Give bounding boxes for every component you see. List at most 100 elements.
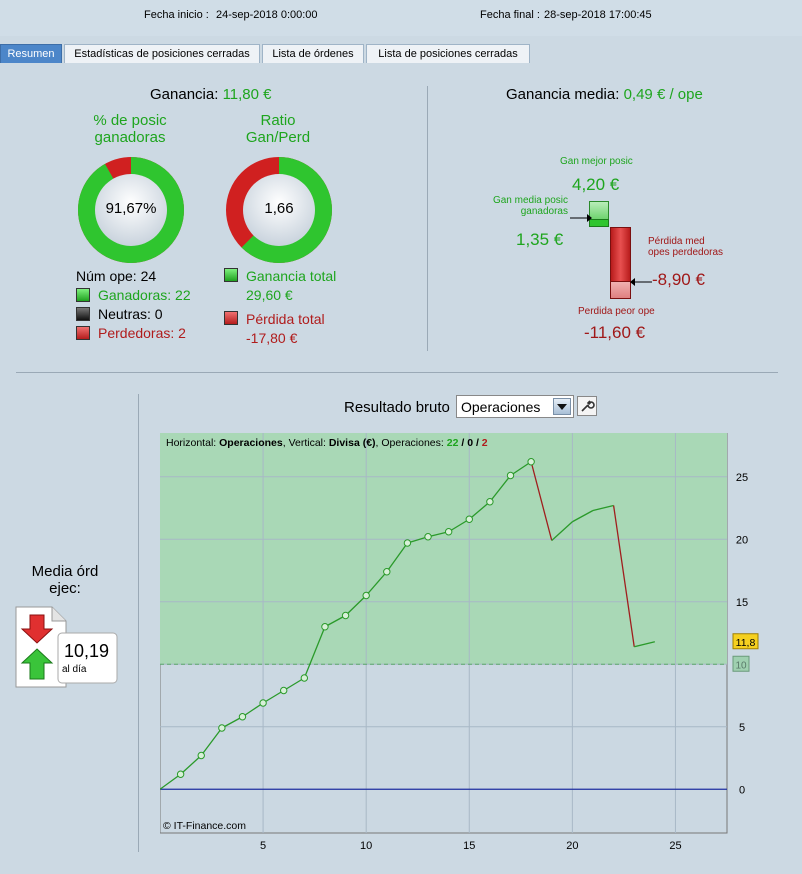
- best-pos-value: 4,20 €: [572, 175, 620, 194]
- chart-series-segment: [572, 509, 594, 523]
- avg-win-value: 1,35 €: [516, 230, 564, 249]
- chart-data-point: [486, 498, 494, 506]
- average-gain-label: Ganancia media:: [506, 86, 620, 103]
- chart-info-ops: , Operaciones:: [376, 437, 447, 449]
- wrench-icon: [581, 400, 595, 412]
- chart-series-segment: [180, 755, 202, 775]
- winners-count: Ganadoras: 22: [98, 287, 191, 303]
- chart-data-point: [362, 591, 370, 600]
- worst-pos-label: Perdida peor ope: [578, 306, 655, 317]
- losers-count: Perdedoras: 2: [98, 325, 186, 341]
- avg-win-arrow: [570, 214, 592, 222]
- chart-data-point: [341, 611, 350, 620]
- chart-watermark: © IT-Finance.com: [163, 820, 246, 832]
- chart-axis-select[interactable]: Operaciones: [456, 395, 574, 418]
- avg-loss-bar: [610, 227, 631, 282]
- chart-y-ticks: 0 5 15 20 25: [736, 472, 748, 797]
- orders-unit: al día: [62, 664, 87, 675]
- ratio-title-line2: Gan/Perd: [245, 129, 311, 146]
- avg-loss-value: -8,90 €: [652, 270, 705, 289]
- chart-data-point: [424, 533, 432, 541]
- chart-x-tick-label: 20: [566, 840, 578, 852]
- chart-profit-zone: [160, 433, 727, 665]
- ratio-gauge: [226, 157, 332, 263]
- chart-y-tick-label: 15: [736, 597, 748, 609]
- chart-series-segment: [242, 702, 264, 718]
- tab-closed-positions-stats[interactable]: Estadísticas de posiciones cerradas: [64, 44, 260, 63]
- ratio-title: Ratio Gan/Perd: [218, 112, 338, 146]
- num-ops: Núm ope: 24: [76, 268, 157, 284]
- chart-x-tick-label: 15: [463, 840, 475, 852]
- chart-info-horizontal: Operaciones: [219, 437, 283, 449]
- ratio-ring-fill: [226, 157, 332, 263]
- chart-series-segment: [489, 475, 512, 503]
- chart-data-point: [197, 751, 205, 760]
- avg-loss-label-line2: opes perdedoras: [648, 247, 724, 258]
- best-pos-bar: [589, 201, 609, 220]
- winners-pct-gauge: [78, 157, 184, 263]
- chart-y-tick-label: 20: [736, 534, 748, 546]
- chart-data-point: [506, 471, 515, 480]
- chart-settings-button[interactable]: [577, 396, 597, 416]
- start-date-label: Fecha inicio :: [144, 9, 209, 21]
- orders-divider: [138, 394, 139, 852]
- chart-data-point: [280, 686, 288, 695]
- orders-label: Media órd ejec:: [10, 563, 120, 597]
- gain-label: Ganancia:: [150, 86, 219, 103]
- chart-info-loss: 2: [482, 437, 488, 449]
- section-divider: [16, 372, 778, 373]
- gain-value: 11,80 €: [222, 86, 272, 103]
- chart-data-point: [259, 699, 267, 707]
- total-loss-value: -17,80 €: [246, 330, 298, 346]
- chart-series-segment: [303, 626, 326, 679]
- chart-x-tick-label: 25: [669, 840, 681, 852]
- date-range-bar: Fecha inicio : 24-sep-2018 0:00:00 Fecha…: [0, 0, 802, 36]
- end-date-value: 28-sep-2018 17:00:45: [544, 9, 652, 21]
- chart-data-point: [218, 724, 226, 732]
- chart-series-segment: [365, 571, 388, 596]
- chart-info-vertical: Divisa (€): [329, 437, 376, 449]
- avg-loss-arrow: [630, 278, 652, 286]
- gain-summary: Ganancia: 11,80 €: [150, 86, 272, 103]
- avg-loss-label: Pérdida med opes perdedoras: [648, 236, 738, 258]
- best-pos-label: Gan mejor posic: [560, 156, 633, 167]
- total-gain-swatch: [224, 268, 238, 282]
- chart-data-point: [444, 528, 453, 536]
- chart-reference-bg: [732, 655, 750, 672]
- chart-series-segment: [221, 716, 243, 729]
- chart-series-segment: [345, 595, 367, 616]
- chart-data-point: [383, 568, 391, 576]
- chart-data-point: [300, 674, 309, 682]
- tab-resumen[interactable]: Resumen: [0, 44, 62, 63]
- chart-current-value-bg: [732, 633, 759, 650]
- winners-pct-title-line2: ganadoras: [94, 129, 166, 146]
- orders-value: 10,19: [64, 641, 110, 661]
- chart-series-segment: [262, 689, 285, 704]
- chart-series-segment: [448, 518, 470, 533]
- chart-x-tick-label: 5: [260, 840, 266, 852]
- avg-loss-label-line1: Pérdida med: [648, 236, 705, 247]
- winners-pct-ring-center: [95, 174, 167, 246]
- avg-win-label: Gan media posic ganadoras: [486, 195, 568, 217]
- average-gain-value: 0,49 € / ope: [623, 86, 703, 103]
- neutral-swatch: [76, 307, 90, 321]
- chart-data-point: [527, 458, 535, 466]
- tab-bar: Resumen Estadísticas de posiciones cerra…: [0, 44, 802, 65]
- chart-grid: [160, 433, 727, 833]
- tab-closed-positions-list[interactable]: Lista de posiciones cerradas: [366, 44, 530, 63]
- chart-reference-label: 10: [735, 660, 747, 671]
- chart-current-value-tag: 11,8: [732, 633, 759, 650]
- chart-series-segment: [200, 727, 223, 756]
- chart-y-tick-label: 5: [739, 722, 745, 734]
- chart-info-mid: , Vertical:: [283, 437, 329, 449]
- tab-orders-list[interactable]: Lista de órdenes: [262, 44, 364, 63]
- chart-info-neutral: 0: [467, 437, 473, 449]
- chevron-down-icon[interactable]: [553, 398, 571, 415]
- chart-series-segment: [592, 504, 614, 512]
- orders-icon: [15, 606, 118, 688]
- end-date-label: Fecha final :: [480, 9, 540, 21]
- chart-series-segment: [160, 773, 182, 790]
- ratio-value: 1,66: [264, 200, 294, 217]
- total-loss-swatch: [224, 311, 238, 325]
- chart-current-value-label: 11,8: [736, 637, 756, 649]
